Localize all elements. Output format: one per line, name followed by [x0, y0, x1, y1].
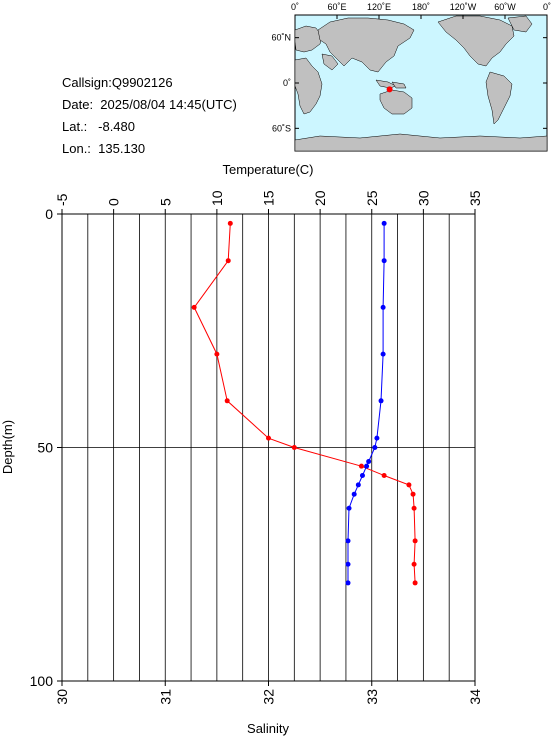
map-lon-tick-label: 180˚	[412, 2, 430, 12]
temperature-tick-label: 20	[312, 190, 328, 206]
temperature-axis: -5 0 5 10 15 20 25 30 35	[54, 190, 483, 214]
temperature-point	[214, 351, 220, 357]
land-indonesia	[375, 79, 397, 89]
land-africa	[294, 57, 323, 115]
map-lat-tick-label: 0˚	[283, 78, 291, 88]
temperature-point	[412, 538, 418, 544]
callsign-text: Callsign:Q9902126	[62, 75, 173, 90]
land-antarctica	[294, 133, 548, 152]
map-lon-tick-label: 60˚E	[327, 2, 346, 12]
temperature-tick-label: 10	[209, 190, 225, 206]
map-land	[294, 15, 548, 152]
salinity-point	[366, 459, 372, 465]
salinity-point	[345, 580, 351, 586]
salinity-point	[374, 435, 380, 441]
salinity-point	[345, 538, 351, 544]
salinity-tick-label: 31	[157, 689, 173, 705]
series-layer	[191, 220, 418, 586]
temperature-point	[224, 398, 230, 404]
depth-axis-label: Depth(m)	[0, 420, 15, 474]
temperature-axis-label: Temperature(C)	[222, 162, 313, 177]
map-lat-tick-label: 60˚S	[272, 123, 291, 133]
salinity-profile-line	[347, 223, 385, 583]
depth-tick-label: 0	[45, 206, 53, 222]
temperature-point	[411, 561, 417, 567]
latitude-text: Lat.: -8.480	[62, 119, 135, 134]
salinity-point	[364, 463, 370, 469]
salinity-point	[359, 473, 365, 479]
land-greenland	[507, 15, 533, 33]
salinity-point	[381, 258, 387, 264]
land-asia	[317, 17, 415, 73]
temperature-point	[358, 463, 364, 469]
salinity-point	[380, 351, 386, 357]
land-south-america	[485, 71, 513, 125]
temperature-point	[227, 220, 233, 226]
temperature-tick-label: 0	[106, 198, 122, 206]
salinity-point	[380, 304, 386, 310]
depth-tick-label: 50	[37, 440, 53, 456]
salinity-point	[355, 482, 361, 488]
temperature-point	[381, 473, 387, 479]
temperature-tick-label: 15	[261, 190, 277, 206]
temperature-point	[291, 445, 297, 450]
temperature-point	[406, 482, 412, 488]
temperature-point	[411, 505, 417, 511]
temperature-tick-label: 5	[157, 198, 173, 206]
salinity-point	[351, 491, 357, 497]
temperature-point	[412, 580, 418, 586]
station-marker	[386, 86, 393, 93]
map-lon-tick-label: 120˚E	[367, 2, 391, 12]
land-north-america	[437, 15, 515, 67]
salinity-axis-label: Salinity	[247, 721, 289, 736]
salinity-tick-label: 34	[467, 689, 483, 705]
land-australia	[379, 89, 413, 115]
map-lon-tick-label: 0˚	[291, 2, 299, 12]
temperature-point	[410, 491, 416, 497]
map-lat-tick-label: 60˚N	[271, 33, 291, 43]
longitude-text: Lon.: 135.130	[62, 141, 146, 156]
temperature-point	[266, 435, 271, 441]
salinity-point	[346, 505, 352, 511]
map-lon-tick-label: 60˚W	[494, 2, 516, 12]
salinity-point	[381, 220, 387, 226]
temperature-tick-label: -5	[54, 193, 70, 206]
temperature-tick-label: 30	[415, 190, 431, 206]
salinity-tick-label: 30	[54, 689, 70, 705]
map-latitude-ticks: 60˚N 0˚ 60˚S	[271, 33, 547, 133]
salinity-point	[345, 561, 351, 567]
station-info: Callsign:Q9902126 Date: 2025/08/04 14:45…	[62, 72, 237, 160]
land-arabia	[321, 53, 339, 71]
date-text: Date: 2025/08/04 14:45(UTC)	[62, 97, 237, 112]
land-new-guinea	[391, 81, 407, 89]
map-lon-tick-label: 120˚W	[450, 2, 477, 12]
temperature-tick-label: 35	[467, 190, 483, 206]
salinity-point	[372, 445, 378, 450]
salinity-tick-label: 32	[261, 689, 277, 705]
temperature-tick-label: 25	[364, 190, 380, 206]
world-map: 0˚ 60˚E 120˚E 180˚ 120˚W 60˚W 0˚ 60˚N 0˚ 60˚S	[271, 2, 551, 152]
salinity-axis: 30 31 32 33 34	[54, 681, 483, 705]
map-longitude-ticks: 0˚ 60˚E 120˚E 180˚ 120˚W 60˚W 0˚	[291, 2, 551, 19]
salinity-point	[378, 398, 384, 404]
temperature-point	[225, 258, 231, 264]
grid-lines	[62, 214, 475, 681]
land-europe	[294, 25, 323, 53]
salinity-tick-label: 33	[364, 689, 380, 705]
depth-axis: 0 50 100	[30, 206, 62, 689]
temperature-point	[191, 304, 197, 310]
depth-tick-label: 100	[30, 673, 54, 689]
map-lon-tick-label: 0˚	[543, 2, 551, 12]
